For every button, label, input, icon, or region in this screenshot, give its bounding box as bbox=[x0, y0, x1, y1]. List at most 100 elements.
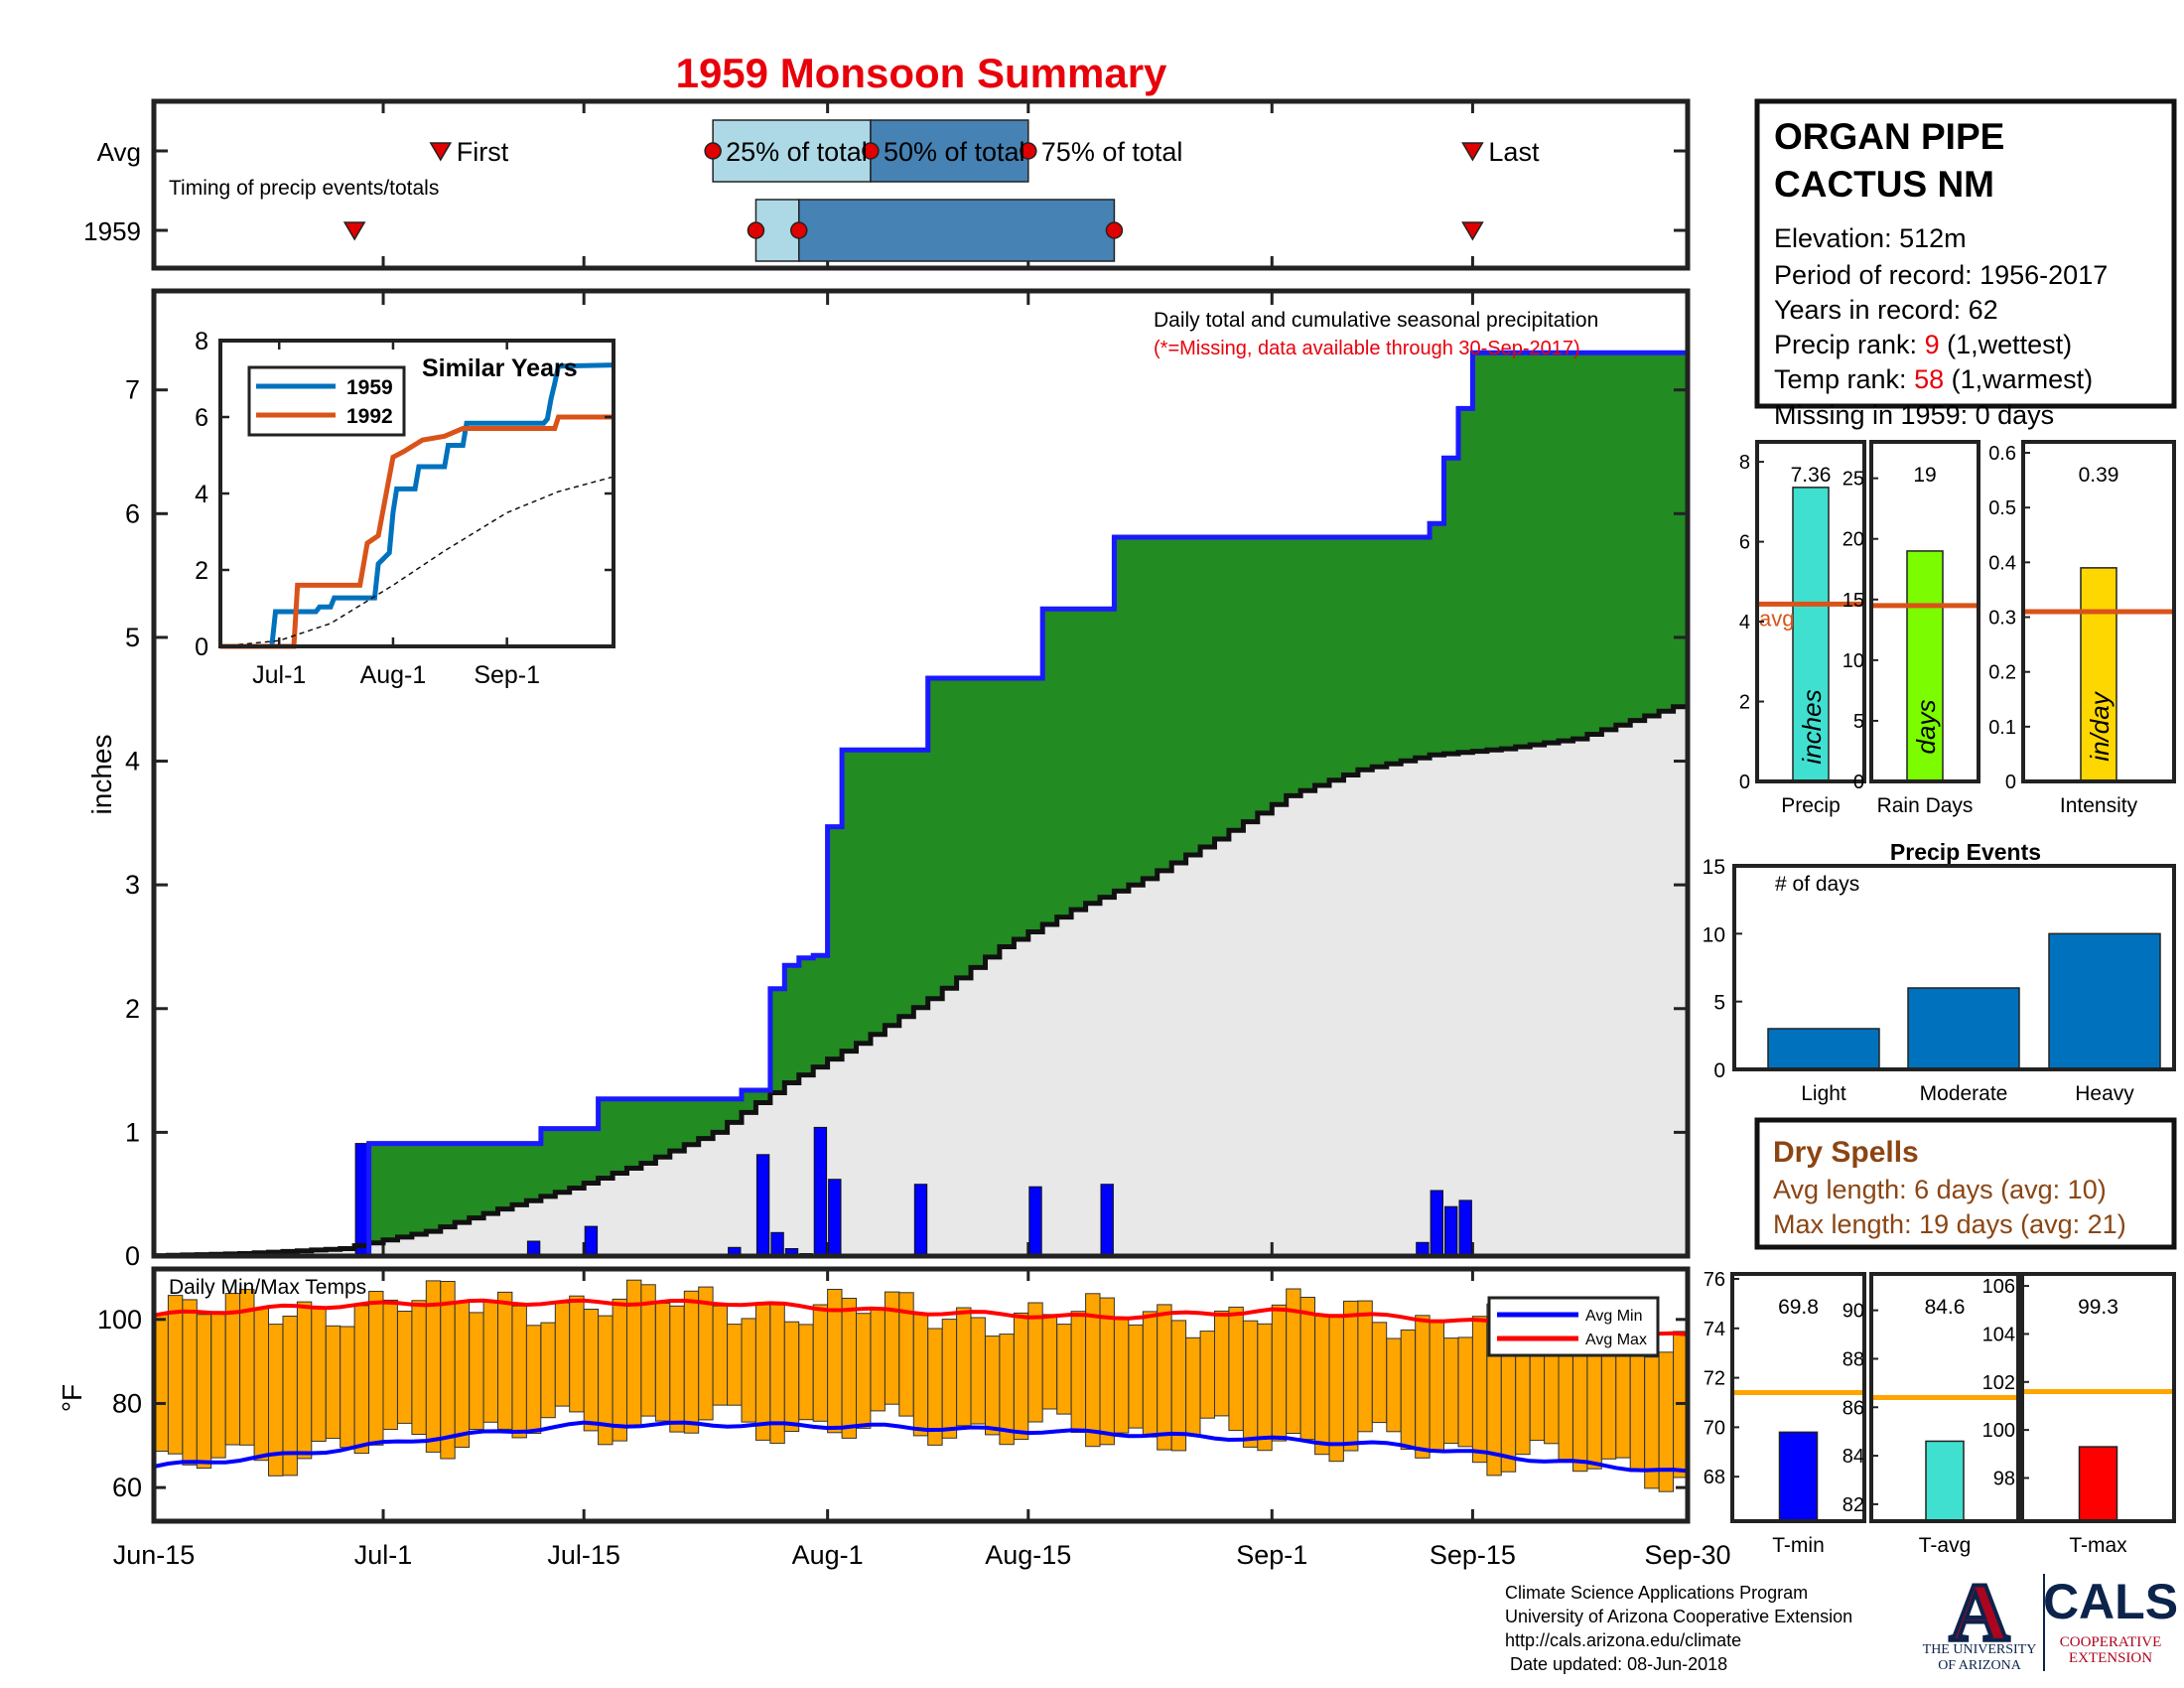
temps-legend-box bbox=[1487, 1296, 1660, 1357]
daily-temp-bar bbox=[1199, 1331, 1215, 1419]
daily-temp-bar bbox=[1214, 1310, 1230, 1417]
station-temp-rank: Temp rank: 58 (1,warmest) bbox=[1774, 364, 2093, 394]
avg-min-temp-line bbox=[153, 1420, 1689, 1474]
precip-missing-note: (*=Missing, data available through 30-Se… bbox=[1154, 338, 1580, 359]
date-axis-tick-label: Sep-1 bbox=[1236, 1540, 1307, 1570]
daily-temp-bar bbox=[1443, 1337, 1459, 1445]
inset-y-tick-label: 6 bbox=[195, 404, 208, 432]
mini-panel-y-tick-label: 0.2 bbox=[1988, 662, 2016, 684]
timing-row-label-1959: 1959 bbox=[83, 216, 141, 246]
mini-panel-y-tick-label: 6 bbox=[1739, 532, 1750, 554]
timing-avg-marker-50 bbox=[862, 142, 880, 160]
daily-temp-bar bbox=[253, 1308, 270, 1462]
mini-panel-y-tick-label: 5 bbox=[1853, 711, 1864, 733]
mini-panel-y-tick-label: 10 bbox=[1843, 650, 1864, 672]
daily-temp-bar bbox=[698, 1286, 714, 1421]
timing-panel: First 25% of total 50% of total 75% of tota… bbox=[83, 98, 1691, 271]
daily-temp-bar bbox=[1328, 1315, 1344, 1463]
daily-temp-bar bbox=[1228, 1306, 1244, 1432]
daily-temp-bar bbox=[1271, 1304, 1288, 1442]
daily-temp-bar bbox=[411, 1300, 427, 1436]
footer-university: University of Arizona Cooperative Extens… bbox=[1505, 1607, 1852, 1626]
mini-panel-value-label: 7.36 bbox=[1791, 464, 1832, 487]
mini-panel-y-tick-label: 0.4 bbox=[1988, 552, 2016, 574]
station-missing: Missing in 1959: 0 days bbox=[1774, 400, 2054, 430]
inset-legend-label-1992: 1992 bbox=[346, 405, 393, 428]
daily-temp-bar bbox=[1185, 1336, 1201, 1437]
precip-chart-title: Daily total and cumulative seasonal prec… bbox=[1154, 309, 1598, 332]
inset-legend-label-1959: 1959 bbox=[346, 376, 393, 399]
daily-temp-bar bbox=[1128, 1324, 1144, 1429]
station-years: Years in record: 62 bbox=[1774, 295, 1998, 325]
daily-temp-bar bbox=[1357, 1300, 1373, 1433]
average-cumulative-line bbox=[154, 704, 1688, 1259]
mini-panel-y-tick-label: 76 bbox=[1704, 1269, 1725, 1291]
daily-temp-bar bbox=[683, 1290, 700, 1434]
daily-temp-bar bbox=[210, 1311, 226, 1459]
mini-panel-value-label: 84.6 bbox=[1925, 1296, 1966, 1319]
date-axis-tick-label: Aug-1 bbox=[792, 1540, 864, 1570]
events-y-label: # of days bbox=[1775, 873, 1859, 896]
events-y-tick-label: 15 bbox=[1703, 856, 1725, 879]
temps-frame bbox=[151, 1266, 1691, 1524]
daily-rain-bar bbox=[813, 1126, 828, 1257]
cals-logo: CALS COOPERATIVE EXTENSION bbox=[2043, 1574, 2178, 1666]
daily-temp-bar bbox=[669, 1305, 685, 1433]
mini-panel-bar-intensity bbox=[2080, 567, 2117, 782]
avg-max-temp-line bbox=[153, 1298, 1689, 1336]
cumulative-1959-line bbox=[154, 350, 1688, 1259]
timing-1959-first-triangle bbox=[342, 221, 366, 241]
daily-temp-bar bbox=[1027, 1302, 1043, 1423]
mini-panel-y-tick-label: 100 bbox=[1982, 1420, 2015, 1442]
daily-temp-bar bbox=[754, 1302, 771, 1441]
timing-1959-last-triangle bbox=[1461, 221, 1484, 241]
daily-temp-bar bbox=[912, 1314, 929, 1437]
mini-panel-y-tick-label: 82 bbox=[1843, 1494, 1864, 1516]
daily-temp-bar bbox=[1242, 1320, 1259, 1448]
daily-temp-bar bbox=[985, 1336, 1001, 1436]
daily-temp-bar bbox=[970, 1317, 986, 1425]
events-y-tick-label: 5 bbox=[1713, 992, 1725, 1015]
season-totals-panels: 7.36 inches avg 0 2 4 6 8 Precip 19 days 0 5 10 15 20 25… bbox=[1739, 440, 2176, 817]
precip-y-tick-label: 1 bbox=[125, 1117, 140, 1147]
timing-avg-label-last: Last bbox=[1488, 137, 1540, 167]
mini-panel-name: Intensity bbox=[2060, 794, 2138, 817]
daily-temp-bar bbox=[626, 1279, 642, 1427]
mini-panel-frame bbox=[1869, 1272, 2020, 1523]
cals-wordmark: CALS bbox=[2043, 1574, 2178, 1629]
mini-panel-y-tick-label: 90 bbox=[1843, 1301, 1864, 1323]
mini-panel-y-tick-label: 0 bbox=[2005, 772, 2016, 793]
daily-temp-bar bbox=[870, 1308, 886, 1412]
timing-avg-marker-25 bbox=[704, 142, 722, 160]
footer-program: Climate Science Applications Program bbox=[1505, 1583, 1808, 1603]
timing-1959-marker-25 bbox=[747, 221, 765, 239]
daily-temp-bar bbox=[856, 1313, 872, 1429]
dry-spells-max: Max length: 19 days (avg: 21) bbox=[1773, 1209, 2126, 1239]
mini-panel-y-tick-label: 70 bbox=[1704, 1417, 1725, 1439]
station-info-box: ORGAN PIPE CACTUS NM Elevation: 512m Per… bbox=[1754, 98, 2177, 430]
mini-panel-y-tick-label: 84 bbox=[1843, 1446, 1864, 1468]
mini-panel-y-tick-label: 25 bbox=[1843, 469, 1864, 491]
mini-panel-frame bbox=[2021, 440, 2176, 783]
daily-temp-bar bbox=[1299, 1297, 1315, 1441]
timing-avg-last-triangle bbox=[1461, 142, 1484, 162]
inset-1992-line bbox=[220, 414, 614, 649]
mini-panel-y-tick-label: 106 bbox=[1982, 1276, 2015, 1298]
figure-title: 1959 Monsoon Summary bbox=[676, 50, 1167, 96]
station-precip-rank: Precip rank: 9 (1,wettest) bbox=[1774, 330, 2072, 359]
events-category-label: Heavy bbox=[2075, 1082, 2134, 1105]
daily-rain-bar bbox=[584, 1225, 599, 1257]
daily-temp-bar bbox=[783, 1321, 800, 1432]
daily-temp-bar bbox=[1113, 1318, 1130, 1434]
legend-avg-max-label: Avg Max bbox=[1585, 1332, 1647, 1348]
inset-x-tick-label: Sep-1 bbox=[474, 661, 540, 689]
daily-temp-bar bbox=[1157, 1304, 1172, 1451]
legend-avg-min-label: Avg Min bbox=[1585, 1308, 1643, 1325]
daily-temp-bar bbox=[927, 1328, 943, 1446]
station-frame bbox=[1754, 98, 2177, 409]
daily-temp-bar bbox=[224, 1293, 241, 1446]
daily-temp-bar bbox=[612, 1298, 627, 1442]
events-title: Precip Events bbox=[1890, 839, 2041, 865]
mini-panel-y-tick-label: 98 bbox=[1993, 1468, 2015, 1489]
precip-events-panel: Precip Events Light Moderate Heavy 0 5 10 15 #… bbox=[1703, 839, 2176, 1105]
